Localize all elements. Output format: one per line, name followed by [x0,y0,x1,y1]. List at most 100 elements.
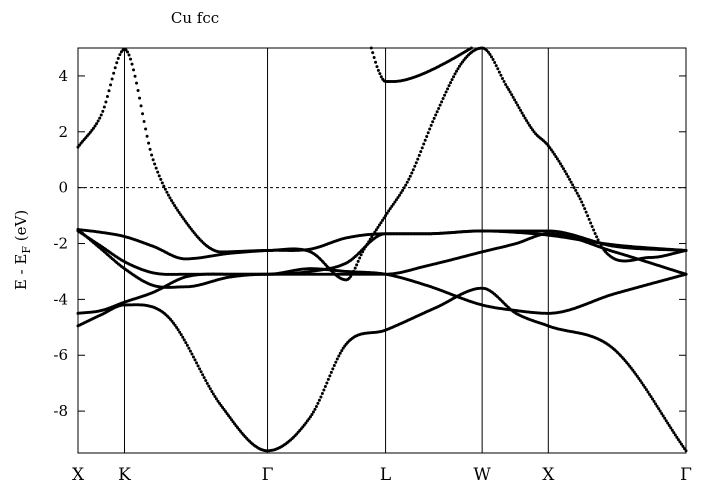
kpoint-label: W [473,465,491,485]
band-point [165,190,169,194]
band-point [184,341,188,345]
kpoint-label: K [118,465,131,485]
band-point [364,245,368,249]
band-point [355,263,359,267]
band-point [372,55,376,59]
band-point [526,121,530,125]
band-point [549,148,553,152]
band-point [394,198,398,202]
band-point [92,126,95,130]
band-point [517,106,521,110]
band-point [168,196,172,200]
band-point [577,194,581,198]
band-point [511,95,515,99]
band-point [414,161,418,165]
band-point [145,134,149,138]
band-point [320,392,324,396]
band-point [592,228,596,232]
band-point [640,381,644,385]
band-point [205,381,209,385]
band-point [377,223,381,227]
band-point [658,409,662,413]
band-point [655,404,659,408]
band-point [490,55,494,59]
band-point [634,372,638,376]
band-point [162,184,166,188]
chart-title: Cu fcc [171,9,219,27]
kpoint-label: X [72,465,85,485]
kpoint-label: X [542,465,555,485]
band-point [514,100,518,104]
band-point [305,419,309,423]
band-point [502,80,506,84]
band-point [637,376,641,380]
band-point [382,216,386,220]
band-point [202,376,206,380]
band-point [432,116,436,120]
band-point [141,112,145,116]
band-point [178,330,182,334]
band-point [423,138,427,142]
band-point [581,203,585,207]
band-point [182,217,186,221]
band-point [176,208,180,212]
band-point [338,351,342,355]
band-point [520,111,524,115]
band-point [391,202,395,206]
band-point [210,389,214,393]
band-point [447,84,451,88]
band-point [401,188,405,192]
band-point [314,404,318,408]
band-point [135,81,139,85]
band-point [211,392,215,396]
band-point [136,88,140,92]
band-point [398,193,402,197]
band-point [322,388,326,392]
band-point [660,411,664,415]
band-point [304,421,308,425]
band-point [334,360,338,364]
band-point [554,155,558,159]
y-tick-label: 0 [58,179,68,197]
band-point [384,214,388,218]
band-point [598,241,602,245]
band-point [552,152,556,156]
band-point [678,440,682,444]
band-point [361,250,365,254]
band-point [160,181,164,185]
band-point [638,379,642,383]
y-axis-label-suffix: (eV) [12,210,30,246]
band-point [635,374,639,378]
band-point [104,100,108,104]
band-point [510,93,514,97]
band-point [174,206,178,210]
band-point [456,67,460,71]
band-point [173,323,177,327]
band-point [329,370,333,374]
band-point [319,395,323,399]
band-point [190,352,194,356]
band-point [438,103,442,107]
band-point [113,66,117,70]
band-point [177,211,181,214]
band-point [571,183,575,187]
band-point [402,186,406,190]
band-point [376,225,380,229]
band-point [500,76,504,80]
band-point [437,106,441,110]
band-point [171,201,175,205]
band-point [126,50,130,54]
band-point [651,397,655,401]
band-point [682,447,686,451]
band-point [647,392,651,396]
band-point [679,442,683,446]
band-point [151,158,155,162]
band-point [584,210,588,214]
band-point [596,238,600,242]
y-tick-label: -6 [53,346,68,364]
band-point [413,164,417,168]
band-point [670,428,674,432]
band-point [353,266,357,270]
band-point [196,364,200,368]
